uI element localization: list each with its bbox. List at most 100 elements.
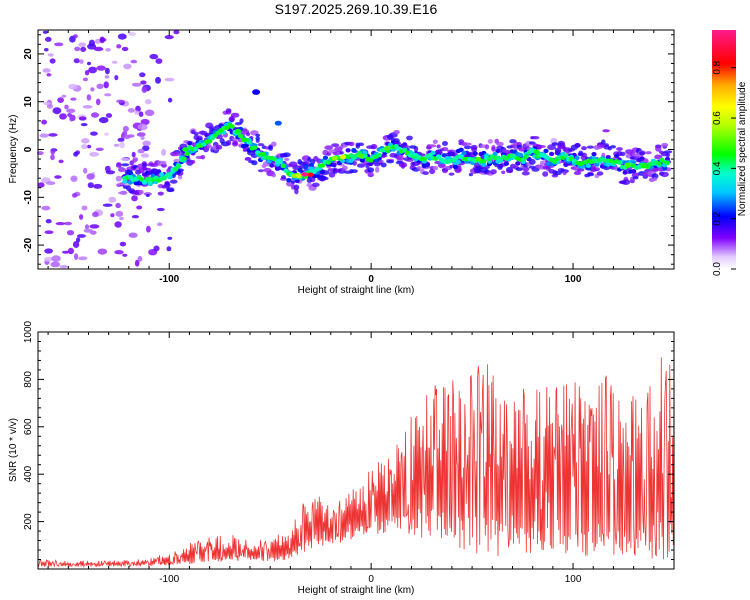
noise-blob xyxy=(122,253,128,257)
noise-blob xyxy=(140,135,145,140)
halo-blob xyxy=(271,141,277,147)
noise-blob xyxy=(139,72,146,78)
noise-blob xyxy=(167,236,173,240)
snr-series-line xyxy=(37,357,675,569)
noise-blob xyxy=(93,46,104,52)
noise-blob xyxy=(90,131,98,136)
ridge-peak xyxy=(331,155,338,161)
ridge-blob xyxy=(368,161,374,167)
noise-blob xyxy=(74,46,81,52)
noise-blob xyxy=(99,36,105,44)
noise-blob xyxy=(45,219,52,224)
noise-blob xyxy=(64,104,69,110)
noise-blob xyxy=(54,175,62,179)
noise-blob xyxy=(98,117,109,124)
halo-blob xyxy=(593,167,601,172)
ridge-blob xyxy=(475,165,481,171)
halo-blob xyxy=(225,110,232,115)
halo-blob xyxy=(639,151,645,156)
ridge-blob xyxy=(461,150,467,156)
halo-blob xyxy=(652,177,658,182)
noise-blob xyxy=(37,182,45,188)
noise-blob xyxy=(83,228,93,233)
ridge-blob xyxy=(664,160,671,166)
noise-blob xyxy=(78,116,87,121)
noise-blob xyxy=(156,207,165,212)
noise-blob xyxy=(602,129,610,133)
ridge-blob xyxy=(127,170,134,176)
ridge-blob xyxy=(436,154,442,159)
noise-blob xyxy=(67,247,74,255)
noise-blob xyxy=(86,144,92,149)
noise-blob xyxy=(95,147,104,151)
noise-blob xyxy=(81,205,88,211)
halo-blob xyxy=(441,147,449,152)
ridge-blob xyxy=(495,148,501,154)
noise-blob xyxy=(41,119,47,125)
noise-blob xyxy=(137,123,148,131)
noise-blob xyxy=(102,203,113,207)
y-tick-label: 800 xyxy=(23,371,34,388)
noise-blob xyxy=(127,108,135,113)
halo-blob xyxy=(416,166,422,170)
noise-blob xyxy=(155,76,161,84)
halo-blob xyxy=(255,133,261,137)
halo-blob xyxy=(257,143,265,147)
noise-blob xyxy=(95,98,101,106)
halo-blob xyxy=(173,151,181,157)
halo-blob xyxy=(245,132,251,137)
noise-blob xyxy=(82,77,89,82)
noise-blob xyxy=(49,58,56,64)
ridge-blob xyxy=(472,151,478,156)
noise-blob xyxy=(114,75,119,81)
halo-blob xyxy=(557,140,566,147)
halo-blob xyxy=(491,146,496,152)
ridge-blob xyxy=(122,179,128,184)
spectrogram-marks xyxy=(36,29,673,269)
noise-blob xyxy=(104,132,109,136)
ridge-blob xyxy=(574,155,580,161)
halo-blob xyxy=(442,141,448,146)
noise-blob xyxy=(120,157,130,162)
spectrogram-x-label: Height of straight line (km) xyxy=(298,285,415,296)
noise-blob xyxy=(70,97,77,101)
noise-blob xyxy=(64,221,72,226)
halo-blob xyxy=(502,149,511,153)
noise-blob xyxy=(123,135,131,140)
colorbar-tick-label: 0.4 xyxy=(712,161,723,175)
halo-blob xyxy=(367,167,375,173)
ridge-blob xyxy=(184,151,190,156)
halo-blob xyxy=(610,145,616,149)
y-tick-label: 20 xyxy=(23,48,34,60)
y-tick-label: 0 xyxy=(23,146,34,152)
noise-blob xyxy=(83,167,88,174)
x-tick-label: 0 xyxy=(368,574,374,585)
halo-blob xyxy=(645,151,652,155)
halo-blob xyxy=(367,171,374,176)
halo-blob xyxy=(239,118,244,124)
noise-blob xyxy=(90,87,95,92)
halo-blob xyxy=(531,136,540,140)
ridge-blob xyxy=(274,120,282,126)
snr-frame xyxy=(37,331,675,570)
noise-blob xyxy=(136,132,146,137)
noise-blob xyxy=(110,213,115,218)
noise-blob xyxy=(78,256,88,261)
x-tick-label: -100 xyxy=(159,274,179,285)
halo-blob xyxy=(551,142,559,146)
ridge-blob xyxy=(314,167,320,172)
noise-blob xyxy=(123,63,132,70)
halo-blob xyxy=(139,189,144,195)
noise-blob xyxy=(50,154,55,161)
halo-blob xyxy=(393,130,400,135)
noise-blob xyxy=(122,130,128,137)
chart-title: S197.2025.269.10.39.E16 xyxy=(275,1,438,17)
noise-blob xyxy=(146,225,151,233)
ridge-blob xyxy=(614,153,620,158)
y-tick-label: 600 xyxy=(23,418,34,435)
halo-blob xyxy=(357,142,365,147)
noise-blob xyxy=(46,73,52,77)
halo-blob xyxy=(604,143,609,147)
